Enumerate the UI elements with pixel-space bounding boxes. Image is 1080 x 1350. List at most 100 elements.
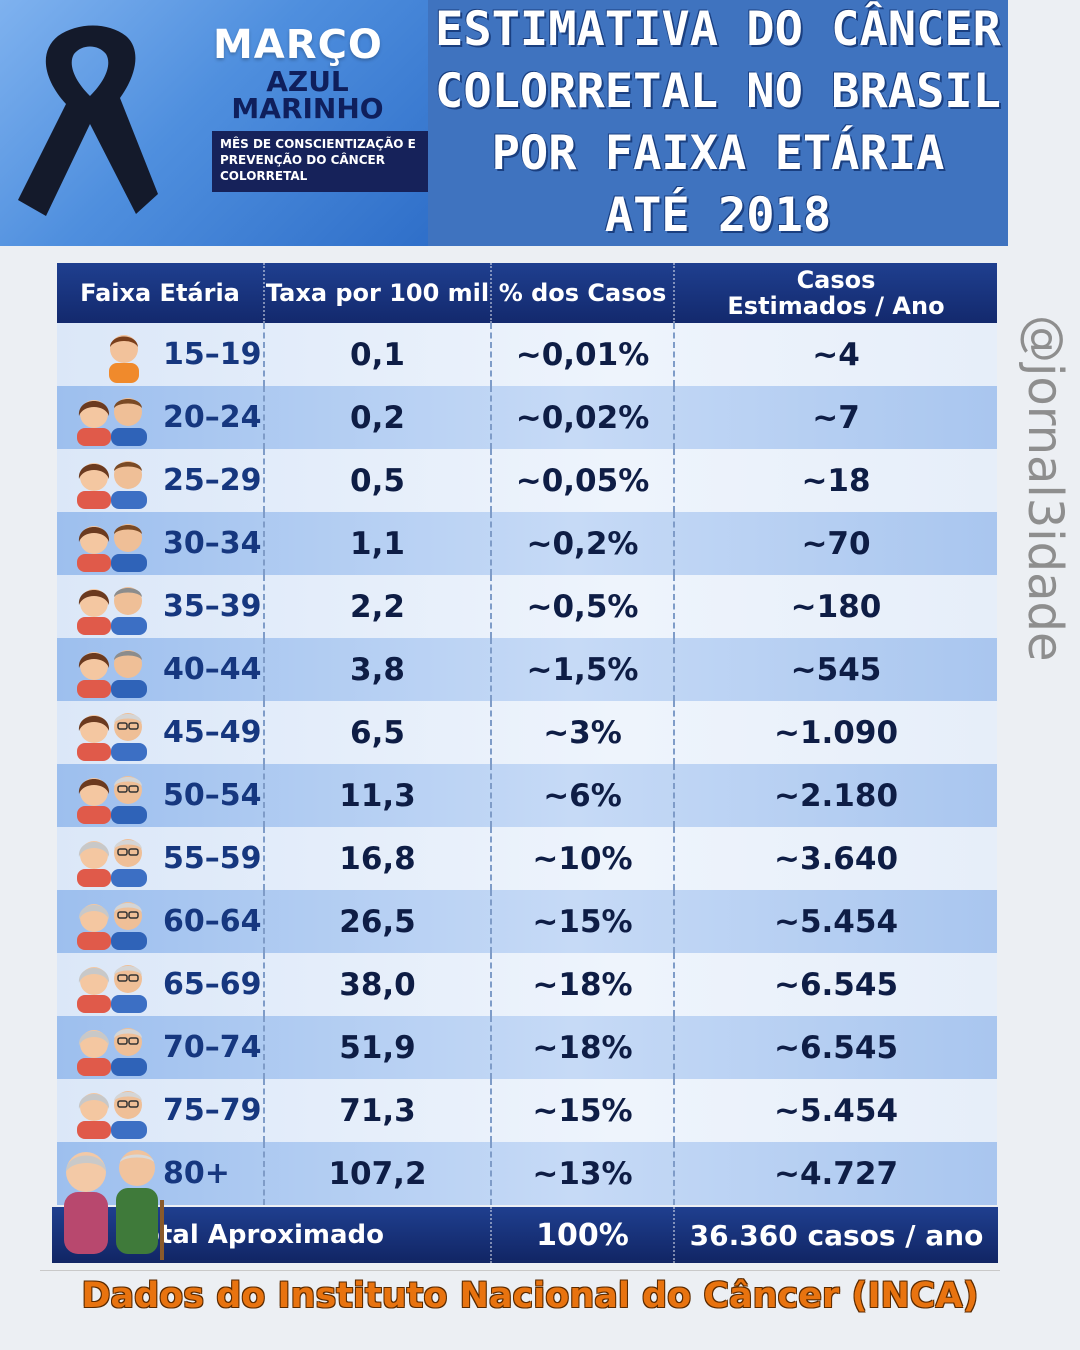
elderly-couple-icon — [64, 1150, 164, 1260]
cases-cell: ~6.545 — [673, 1016, 997, 1079]
rate-cell: 16,8 — [263, 827, 490, 890]
age-range: 65–69 — [163, 967, 262, 1002]
rate-cell: 3,8 — [263, 638, 490, 701]
age-cell: 60–64 — [57, 890, 263, 953]
percent-cell: ~15% — [490, 890, 673, 953]
percent-cell: ~15% — [490, 1079, 673, 1142]
table-row: 15–19 0,1 ~0,01% ~4 — [57, 323, 997, 386]
rate-cell: 0,5 — [263, 449, 490, 512]
table-header: Faixa Etária Taxa por 100 mil % dos Caso… — [57, 263, 997, 323]
header-percent: % dos Casos — [490, 263, 673, 323]
age-range: 55–59 — [163, 841, 262, 876]
age-cell: 25–29 — [57, 449, 263, 512]
age-range: 15–19 — [163, 337, 262, 372]
rate-cell: 38,0 — [263, 953, 490, 1016]
avatar — [71, 642, 155, 698]
source-note: Dados do Instituto Nacional do Câncer (I… — [81, 1276, 979, 1316]
avatar — [71, 1020, 155, 1076]
avatar — [71, 957, 155, 1013]
age-cell: 15–19 — [57, 323, 263, 386]
rate-cell: 1,1 — [263, 512, 490, 575]
age-range: 40–44 — [163, 652, 262, 687]
title-line-4: ATÉ 2018 — [604, 188, 832, 243]
watermark: @jornal3idade — [1017, 315, 1073, 675]
age-cell: 50–54 — [57, 764, 263, 827]
age-range: 75–79 — [163, 1093, 262, 1128]
age-cell: 75–79 — [57, 1079, 263, 1142]
age-cell: 35–39 — [57, 575, 263, 638]
table-row: 45–49 6,5 ~3% ~1.090 — [57, 701, 997, 764]
percent-cell: ~0,5% — [490, 575, 673, 638]
campaign-subtitle: MÊS DE CONSCIENTIZAÇÃO E PREVENÇÃO DO CÂ… — [212, 131, 428, 192]
percent-cell: ~0,2% — [490, 512, 673, 575]
rate-cell: 51,9 — [263, 1016, 490, 1079]
footer-cases: 36.360 casos / ano — [673, 1207, 998, 1263]
cases-cell: ~545 — [673, 638, 997, 701]
page-title: ESTIMATIVA DO CÂNCER COLORRETAL NO BRASI… — [428, 0, 1008, 246]
header-age: Faixa Etária — [80, 279, 240, 307]
campaign-banner: MARÇO AZUL MARINHO MÊS DE CONSCIENTIZAÇÃ… — [0, 0, 428, 246]
header-cases: Casos Estimados / Ano — [673, 263, 997, 323]
campaign-name: AZUL MARINHO — [231, 65, 384, 125]
age-cell: 20–24 — [57, 386, 263, 449]
cases-cell: ~5.454 — [673, 1079, 997, 1142]
percent-cell: ~0,05% — [490, 449, 673, 512]
age-range: 50–54 — [163, 778, 262, 813]
table-body: 15–19 0,1 ~0,01% ~4 20–24 0,2 ~0,02% ~7 25–29 0,5… — [57, 323, 997, 1205]
title-line-3: POR FAIXA ETÁRIA — [491, 126, 945, 181]
header-cases-line2: Estimados / Ano — [727, 292, 945, 320]
rate-cell: 107,2 — [263, 1142, 490, 1205]
avatar — [71, 831, 155, 887]
percent-cell: ~0,02% — [490, 386, 673, 449]
table-row: 35–39 2,2 ~0,5% ~180 — [57, 575, 997, 638]
cases-cell: ~2.180 — [673, 764, 997, 827]
age-cell: 65–69 — [57, 953, 263, 1016]
rate-cell: 2,2 — [263, 575, 490, 638]
percent-cell: ~3% — [490, 701, 673, 764]
percent-cell: ~18% — [490, 1016, 673, 1079]
table-footer: Total Aproximado 100% 36.360 casos / ano — [52, 1207, 998, 1263]
cases-cell: ~4.727 — [673, 1142, 997, 1205]
age-range: 60–64 — [163, 904, 262, 939]
header: MARÇO AZUL MARINHO MÊS DE CONSCIENTIZAÇÃ… — [0, 0, 1008, 246]
rate-cell: 6,5 — [263, 701, 490, 764]
divider — [40, 1270, 1000, 1271]
age-cell: 55–59 — [57, 827, 263, 890]
percent-cell: ~0,01% — [490, 323, 673, 386]
rate-cell: 26,5 — [263, 890, 490, 953]
avatar — [71, 579, 155, 635]
rate-cell: 71,3 — [263, 1079, 490, 1142]
header-cases-line1: Casos — [796, 266, 876, 294]
percent-cell: ~13% — [490, 1142, 673, 1205]
age-cell: 30–34 — [57, 512, 263, 575]
age-range: 45–49 — [163, 715, 262, 750]
cases-cell: ~4 — [673, 323, 997, 386]
cases-cell: ~18 — [673, 449, 997, 512]
percent-cell: ~6% — [490, 764, 673, 827]
cases-cell: ~180 — [673, 575, 997, 638]
cases-cell: ~7 — [673, 386, 997, 449]
age-cell: 80+ — [57, 1142, 263, 1205]
age-range: 25–29 — [163, 463, 262, 498]
table-row: 60–64 26,5 ~15% ~5.454 — [57, 890, 997, 953]
percent-cell: ~10% — [490, 827, 673, 890]
avatar — [71, 1083, 155, 1139]
cases-cell: ~70 — [673, 512, 997, 575]
avatar — [71, 453, 155, 509]
avatar — [71, 327, 155, 383]
watermark-text: @jornal3idade — [1017, 315, 1073, 662]
percent-cell: ~18% — [490, 953, 673, 1016]
table-row: 55–59 16,8 ~10% ~3.640 — [57, 827, 997, 890]
cases-cell: ~6.545 — [673, 953, 997, 1016]
footer-percent: 100% — [490, 1207, 673, 1263]
age-range: 70–74 — [163, 1030, 262, 1065]
awareness-ribbon-icon — [18, 25, 158, 216]
age-cell: 70–74 — [57, 1016, 263, 1079]
header-rate: Taxa por 100 mil — [263, 263, 490, 323]
footer-label: Total Aproximado — [127, 1220, 384, 1250]
table-row: 75–79 71,3 ~15% ~5.454 — [57, 1079, 997, 1142]
age-cell: 40–44 — [57, 638, 263, 701]
cases-cell: ~1.090 — [673, 701, 997, 764]
avatar — [71, 390, 155, 446]
table-row: 70–74 51,9 ~18% ~6.545 — [57, 1016, 997, 1079]
